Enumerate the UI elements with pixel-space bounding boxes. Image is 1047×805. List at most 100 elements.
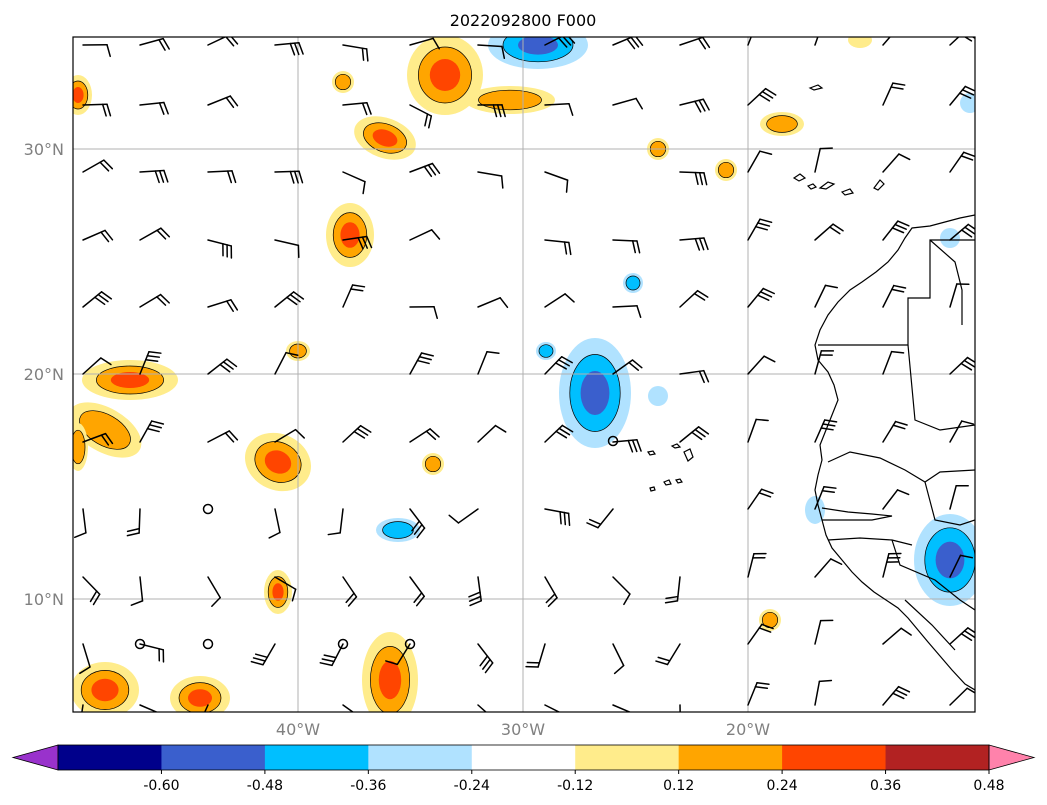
wind-barb <box>612 239 641 254</box>
wind-barb <box>814 223 844 241</box>
anomaly-blob <box>848 37 872 48</box>
contour-level <box>264 450 292 474</box>
contour-level <box>848 37 872 48</box>
contour-level <box>960 93 975 113</box>
lon-label-20w: 20°W <box>726 720 770 739</box>
axis-labels: 30°N 20°N 10°N 40°W 30°W 20°W <box>24 140 771 739</box>
wind-barb <box>949 37 975 46</box>
wind-barb <box>477 44 506 60</box>
wind-barb <box>544 704 561 712</box>
contour-level <box>382 521 414 539</box>
wind-barb-layer <box>74 37 975 712</box>
wind-barb <box>409 305 438 320</box>
wind-barb <box>274 576 297 602</box>
contour-level <box>625 275 641 291</box>
anomaly-blob <box>332 71 354 93</box>
border-sierra-leone <box>904 599 956 651</box>
chart-title: 2022092800 F000 <box>450 11 597 30</box>
border-guinea-bissau <box>827 537 913 546</box>
wind-barb <box>882 552 902 578</box>
contour-level <box>518 37 558 55</box>
shaded-field-layer <box>73 37 975 712</box>
lon-label-40w: 40°W <box>276 720 320 739</box>
wind-barb <box>882 420 908 443</box>
wind-barb <box>139 169 169 184</box>
anomaly-blob <box>407 37 483 115</box>
wind-barb <box>409 162 441 178</box>
colorbar-tick-label: 0.48 <box>973 778 1004 794</box>
border-morocco-algeria <box>929 239 963 325</box>
wind-barb <box>747 218 773 241</box>
contour-level <box>538 344 554 358</box>
wind-barb <box>82 103 112 117</box>
wind-barb <box>949 223 975 241</box>
wind-barb <box>342 171 366 195</box>
wind-barb <box>207 299 239 312</box>
wind-barb <box>814 350 835 375</box>
wind-barb <box>747 87 777 106</box>
colorbar-tick-label: -0.12 <box>557 778 593 794</box>
cape-verde-islands <box>647 443 694 492</box>
island-groups <box>607 84 885 492</box>
wind-barb <box>747 150 773 173</box>
wind-barb <box>274 351 299 375</box>
wind-barb <box>544 103 574 116</box>
wind-barb <box>949 687 975 706</box>
wind-barb <box>79 643 91 675</box>
coastline-west-africa <box>814 214 975 691</box>
anomaly-blob <box>559 338 631 448</box>
map-frame <box>72 36 976 713</box>
madeira <box>808 84 824 91</box>
border-mali-inland <box>924 481 975 526</box>
wind-barb <box>814 37 819 46</box>
contour-level <box>478 89 542 111</box>
canary-islands <box>792 173 885 196</box>
contour-level <box>580 371 610 415</box>
wind-barb <box>409 229 441 241</box>
wind-barb <box>342 284 366 308</box>
contour-level <box>372 129 398 147</box>
wind-barb <box>448 508 479 524</box>
wind-barb <box>268 508 281 539</box>
wind-barb <box>477 643 494 674</box>
wind-barb <box>747 623 774 645</box>
anomaly-blob <box>940 228 960 248</box>
wind-barb <box>814 284 838 308</box>
wind-barb <box>139 101 169 115</box>
wind-barb <box>139 350 162 375</box>
wind-barb <box>612 97 643 110</box>
wind-barb <box>342 44 369 62</box>
wind-barb <box>949 356 975 375</box>
wind-barb <box>612 643 625 675</box>
graticule <box>73 37 975 712</box>
anomaly-blob <box>376 518 420 542</box>
wind-barb <box>274 291 305 308</box>
anomaly-blob <box>760 112 804 136</box>
colorbar-bin <box>885 745 990 770</box>
wind-barb <box>477 297 509 309</box>
wind-barb <box>477 351 500 375</box>
wind-barb <box>82 44 111 58</box>
colorbar-tick-label: 0.24 <box>767 778 798 794</box>
wind-barb <box>679 289 709 308</box>
colorbar-bin <box>471 745 576 770</box>
wind-barb <box>207 95 239 109</box>
colorbar-tick-label: -0.60 <box>143 778 179 794</box>
wind-barb <box>679 369 710 384</box>
anomaly-blob <box>73 75 92 115</box>
contour-level <box>340 222 360 248</box>
colorbar-bin <box>678 745 783 770</box>
wind-barb <box>477 171 504 189</box>
contour-level <box>79 410 131 450</box>
wind-barb <box>477 104 506 118</box>
colorbar-extend-high <box>988 744 1036 771</box>
wind-barb <box>882 489 910 510</box>
wind-barb <box>82 357 112 375</box>
gambia-outline <box>821 507 893 521</box>
wind-barb <box>679 171 708 186</box>
coastline-africa <box>814 214 975 691</box>
border-mauritania-north <box>818 239 975 346</box>
wind-barb <box>949 85 975 106</box>
colorbar-bin <box>368 745 473 770</box>
